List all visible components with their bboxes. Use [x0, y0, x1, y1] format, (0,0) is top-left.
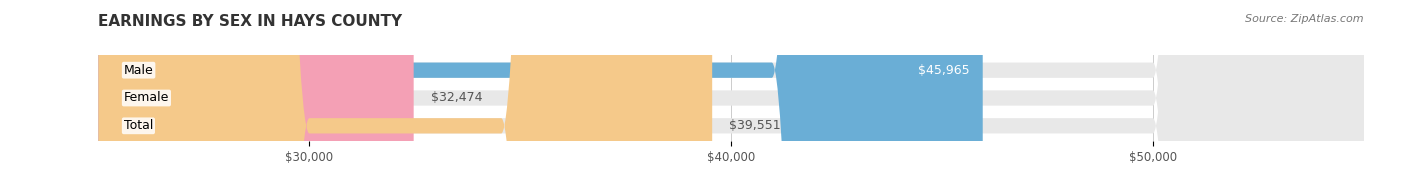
Text: $32,474: $32,474 — [430, 92, 482, 104]
Text: $39,551: $39,551 — [730, 119, 780, 132]
Text: EARNINGS BY SEX IN HAYS COUNTY: EARNINGS BY SEX IN HAYS COUNTY — [98, 14, 402, 29]
FancyBboxPatch shape — [98, 0, 413, 196]
FancyBboxPatch shape — [98, 0, 983, 196]
FancyBboxPatch shape — [98, 0, 713, 196]
FancyBboxPatch shape — [98, 0, 1364, 196]
FancyBboxPatch shape — [98, 0, 1364, 196]
Text: Female: Female — [124, 92, 169, 104]
Text: Total: Total — [124, 119, 153, 132]
Text: Male: Male — [124, 64, 153, 77]
FancyBboxPatch shape — [98, 0, 1364, 196]
Text: Source: ZipAtlas.com: Source: ZipAtlas.com — [1246, 14, 1364, 24]
Text: $45,965: $45,965 — [918, 64, 970, 77]
